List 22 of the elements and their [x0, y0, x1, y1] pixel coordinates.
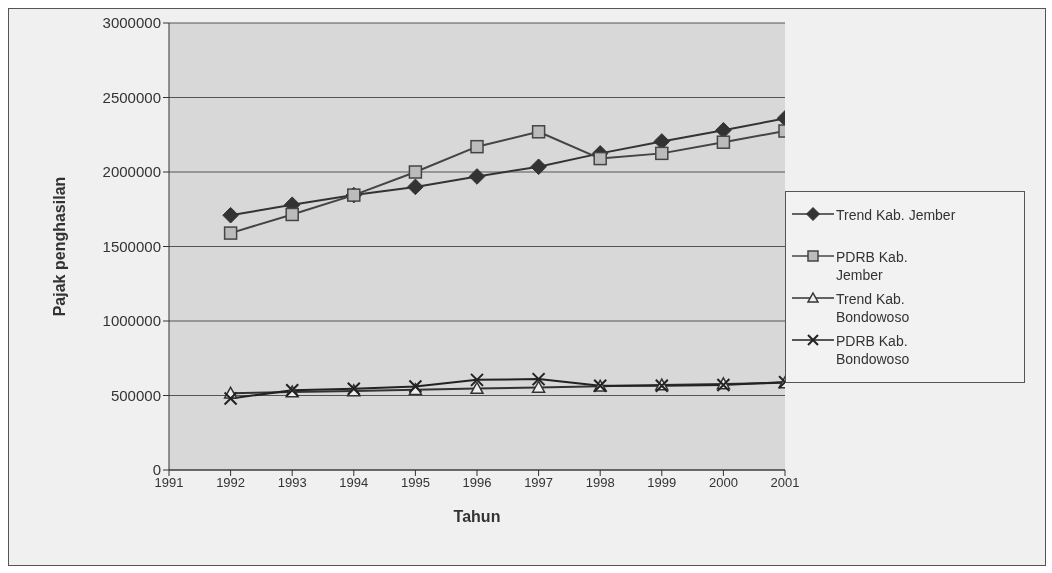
x-tick-label: 1992 — [216, 475, 246, 491]
x-tick-label: 2001 — [770, 475, 800, 491]
y-tick-label: 2000000 — [102, 163, 161, 181]
x-tick-label: 1996 — [462, 475, 492, 491]
legend-label: Trend Kab. Bondowoso — [836, 290, 911, 326]
x-tick-label: 1994 — [339, 475, 369, 491]
legend-label: PDRB Kab. Jember — [836, 248, 909, 284]
x-tick-label: 1998 — [585, 475, 615, 491]
x-tick-label: 2000 — [708, 475, 738, 491]
y-tick-label: 500000 — [110, 386, 161, 404]
x-tick-label: 1999 — [647, 475, 677, 491]
y-tick-label: 2500000 — [102, 88, 161, 106]
y-tick-label: 1500000 — [102, 237, 161, 255]
y-tick-label: 3000000 — [102, 14, 161, 32]
x-tick-label: 1995 — [400, 475, 430, 491]
y-axis-title: Pajak penghasilan — [50, 176, 68, 317]
x-axis-title: Tahun — [453, 508, 501, 525]
y-tick-label: 1000000 — [102, 312, 161, 330]
legend-label: Trend Kab. Jember — [836, 206, 956, 224]
x-tick-label: 1997 — [524, 475, 554, 491]
x-tick-label: 1993 — [277, 475, 307, 491]
legend-label: PDRB Kab. Bondowoso — [836, 332, 911, 368]
